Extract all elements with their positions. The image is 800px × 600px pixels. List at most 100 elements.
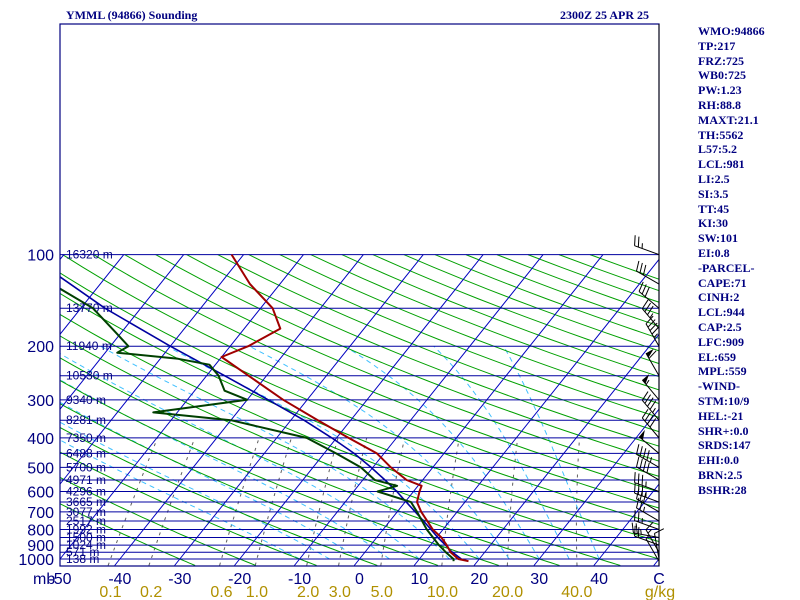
wind-barb-feather <box>641 391 649 401</box>
wind-barb <box>634 482 660 503</box>
height-label: 571 m <box>66 545 99 559</box>
index-line: CAP:2.5 <box>698 319 742 334</box>
wind-barb-feather <box>648 350 657 359</box>
dry-adiabat-line <box>60 403 439 566</box>
temperature-tick-label: -40 <box>108 571 131 588</box>
index-line: KI:30 <box>698 216 728 231</box>
temperature-tick-label: -20 <box>228 571 251 588</box>
wind-barb-feather <box>644 412 652 422</box>
isotherm-line <box>533 408 659 566</box>
wind-barb-feather <box>637 473 640 484</box>
wind-barb-staff <box>636 507 660 522</box>
pressure-unit-label: mb <box>33 571 55 588</box>
wind-barb-feather <box>641 408 649 419</box>
mixing-ratio-tick-label: 0.6 <box>210 584 232 600</box>
temperature-tick-label: 30 <box>530 571 548 588</box>
index-line: TH:5562 <box>698 127 744 142</box>
wind-barb-feather <box>639 262 643 274</box>
isobars <box>60 254 659 560</box>
wind-barb-half-feather <box>652 407 656 413</box>
moist-adiabat-line <box>60 401 360 560</box>
wind-barb-half-feather <box>642 506 646 513</box>
height-label: 1992 m <box>66 523 106 537</box>
height-label: 9340 m <box>66 393 106 407</box>
wind-barb-staff <box>636 270 660 285</box>
wind-barbs <box>631 235 665 562</box>
wind-barb-half-feather <box>645 379 650 385</box>
wind-barb-half-feather <box>653 333 658 338</box>
isotherm-line <box>60 254 244 485</box>
wind-barb <box>634 510 660 530</box>
wind-barb-feather <box>635 456 640 468</box>
profiles <box>60 254 469 563</box>
pressure-tick-label: 300 <box>27 393 54 410</box>
wind-barb-feather <box>647 415 654 425</box>
index-line: FRZ:725 <box>698 53 744 68</box>
height-label: 3665 m <box>66 495 106 509</box>
temperature-tick-label: -10 <box>288 571 311 588</box>
height-label: 4971 m <box>66 473 106 487</box>
plot-background <box>60 24 659 566</box>
height-label: 16320 m <box>66 248 113 262</box>
wind-barb-feather <box>647 397 654 407</box>
wind-barb-staff <box>636 498 660 513</box>
wind-barb-feather <box>639 458 643 470</box>
dry-adiabat-line <box>60 379 499 566</box>
sounding-time: 2300Z 25 APR 25 <box>560 8 650 22</box>
wind-barb-feather <box>637 484 640 495</box>
wind-barb <box>641 374 660 401</box>
wind-barb-staff <box>636 453 660 468</box>
wind-barb-feather <box>634 235 636 246</box>
wind-barb-staff <box>634 492 660 503</box>
index-line: PW:1.23 <box>698 83 742 98</box>
wind-barb-feather <box>649 418 657 428</box>
index-line: HEL:-21 <box>698 408 744 423</box>
height-label: 138 m <box>66 552 99 566</box>
wind-barb-half-feather <box>647 529 652 534</box>
mixing-ratio-tick-label: 20.0 <box>492 584 523 600</box>
parcel-path-line <box>60 275 462 560</box>
isotherm-line <box>0 255 4 566</box>
wind-barb-feather <box>637 511 640 523</box>
wind-barb <box>634 472 660 492</box>
wind-barb-flag <box>646 348 654 358</box>
wind-barb-feather <box>641 485 644 496</box>
dewpoint-profile-line <box>60 287 455 562</box>
index-line: WB0:725 <box>698 68 746 83</box>
mixing-ratio-line <box>306 437 339 566</box>
temperature-tick-label: 10 <box>411 571 429 588</box>
index-line: TT:45 <box>698 201 730 216</box>
wind-barb-feather <box>635 523 638 534</box>
wind-barb <box>635 456 660 481</box>
index-line: L57:5.2 <box>698 142 737 157</box>
mixing-ratio-line <box>441 437 460 566</box>
mixing-ratio-tick-label: 0.1 <box>99 584 121 600</box>
wind-barb-feather <box>644 394 652 404</box>
index-line: LCL:944 <box>698 305 745 320</box>
wind-barb-feather <box>634 525 636 537</box>
wind-barb-staff <box>634 535 660 546</box>
wind-barb-feather <box>637 527 640 538</box>
mixing-ratio-tick-label: 0.2 <box>140 584 162 600</box>
wind-barb-staff <box>645 529 660 553</box>
temperature-tick-label: -30 <box>168 571 191 588</box>
dry-adiabat-line <box>248 254 659 418</box>
wind-barb-staff <box>641 399 660 421</box>
pressure-tick-label: 500 <box>27 460 54 477</box>
wind-barb-staff <box>634 245 660 256</box>
wind-barb <box>631 522 660 539</box>
index-line: LI:2.5 <box>698 171 730 186</box>
wind-barb-staff <box>641 417 660 439</box>
wind-barb-staff <box>636 466 660 481</box>
temperature-unit-label: C <box>653 571 665 588</box>
index-line: SW:101 <box>698 231 739 246</box>
pressure-tick-label: 1000 <box>18 552 54 569</box>
temperature-profile-line <box>220 254 469 563</box>
index-line: BRN:2.5 <box>698 467 743 482</box>
height-label: 11940 m <box>66 339 112 353</box>
wind-barb-feather <box>639 446 643 457</box>
wind-barb-staff <box>638 436 660 454</box>
moist-adiabat-line <box>100 345 450 560</box>
